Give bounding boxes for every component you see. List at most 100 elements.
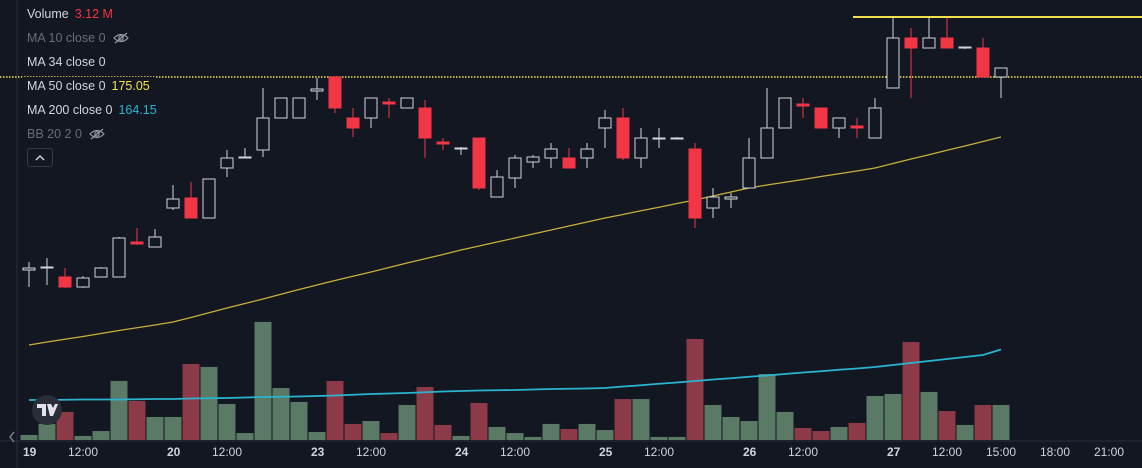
volume-bar	[110, 380, 128, 440]
candle-body	[688, 148, 702, 219]
candle-body	[868, 107, 882, 139]
candle-body	[598, 117, 612, 129]
legend-item: MA 34 close 0	[22, 53, 111, 71]
legend-row: BB 20 2 0	[22, 122, 162, 146]
candle-body	[958, 46, 972, 49]
candle-body	[814, 107, 828, 129]
volume-bar	[884, 393, 902, 440]
candle-body	[238, 156, 252, 159]
x-tick-label: 18:00	[1040, 445, 1070, 459]
x-tick-label: 20	[167, 445, 181, 459]
candle-body	[778, 97, 792, 129]
volume-bar	[236, 433, 254, 440]
candle-body	[292, 97, 306, 119]
moving-average-line	[28, 136, 1002, 346]
candle-body	[526, 156, 540, 163]
candle-body	[418, 107, 432, 139]
candle-body	[400, 97, 414, 109]
moving-average-line	[29, 348, 1002, 401]
volume-bar	[506, 433, 524, 440]
x-tick-label: 12:00	[500, 445, 530, 459]
volume-bar	[812, 431, 830, 440]
volume-bar	[326, 380, 344, 440]
x-tick-label: 19	[23, 445, 37, 459]
volume-bar	[722, 416, 740, 440]
volume-bar	[776, 411, 794, 440]
hidden-icon[interactable]	[112, 31, 130, 45]
tradingview-logo[interactable]	[32, 395, 62, 425]
candle-body	[76, 277, 90, 288]
volume-bar	[524, 436, 542, 440]
scroll-left-button[interactable]	[9, 431, 15, 443]
volume-bar	[308, 432, 326, 440]
volume-bar	[542, 423, 560, 440]
candle-body	[508, 157, 522, 179]
volume-bar	[974, 404, 992, 440]
candle-body	[994, 67, 1008, 78]
candle-body	[616, 117, 630, 159]
x-tick-label: 15:00	[986, 445, 1016, 459]
candle-body	[544, 148, 558, 159]
chevron-icon	[35, 154, 45, 161]
x-tick-label: 25	[599, 445, 613, 459]
volume-bar	[290, 401, 308, 440]
volume-bar	[218, 403, 236, 440]
candle-body	[256, 117, 270, 151]
line-layer	[0, 16, 1142, 401]
volume-bar	[416, 387, 434, 440]
legend-item: BB 20 2 0	[22, 125, 111, 143]
candle-body	[364, 97, 378, 119]
volume-layer	[20, 321, 1010, 440]
legend-row: MA 10 close 0	[22, 26, 162, 50]
legend-value: 164.15	[118, 103, 157, 117]
volume-bar	[128, 400, 146, 440]
candle-body	[22, 267, 36, 271]
volume-bar	[488, 426, 506, 440]
x-tick-label: 27	[887, 445, 901, 459]
candle-body	[796, 103, 810, 107]
volume-bar	[20, 434, 38, 440]
legend-label: Volume	[27, 7, 69, 21]
collapse-legend-button[interactable]	[27, 148, 53, 167]
candle-body	[940, 37, 954, 49]
volume-bar	[254, 321, 272, 440]
volume-bar	[146, 416, 164, 440]
candle-body	[706, 196, 720, 209]
volume-bar	[866, 396, 884, 440]
legend-label: MA 34 close 0	[27, 55, 106, 69]
legend-row: MA 34 close 0	[22, 50, 162, 74]
volume-bar	[200, 366, 218, 440]
candle-layer	[22, 18, 1008, 288]
candle-body	[562, 157, 576, 169]
candle-body	[886, 37, 900, 89]
candle-body	[436, 141, 450, 145]
candle-body	[850, 125, 864, 129]
x-tick-label: 12:00	[788, 445, 818, 459]
x-tick-label: 24	[455, 445, 469, 459]
candle-body	[742, 157, 756, 189]
volume-bar	[614, 399, 632, 440]
legend-row: MA 50 close 0 175.05	[22, 74, 162, 98]
legend: Volume 3.12 M MA 10 close 0 MA 34 close 0 MA…	[22, 2, 162, 146]
candle-body	[724, 196, 738, 200]
candle-body	[922, 37, 936, 49]
legend-row: MA 200 close 0 164.15	[22, 98, 162, 122]
candle-body	[670, 137, 684, 140]
volume-bar	[668, 436, 686, 440]
candle-body	[652, 137, 666, 140]
legend-label: MA 200 close 0	[27, 103, 113, 117]
volume-bar	[560, 429, 578, 440]
x-tick-label: 23	[311, 445, 325, 459]
volume-bar	[848, 422, 866, 440]
hidden-icon[interactable]	[88, 127, 106, 141]
volume-bar	[470, 402, 488, 440]
legend-row: Volume 3.12 M	[22, 2, 162, 26]
candle-body	[220, 157, 234, 169]
volume-bar	[830, 426, 848, 440]
volume-bar	[704, 404, 722, 440]
legend-value: 3.12 M	[74, 7, 113, 21]
candle-body	[454, 147, 468, 150]
legend-label: MA 50 close 0	[27, 79, 106, 93]
